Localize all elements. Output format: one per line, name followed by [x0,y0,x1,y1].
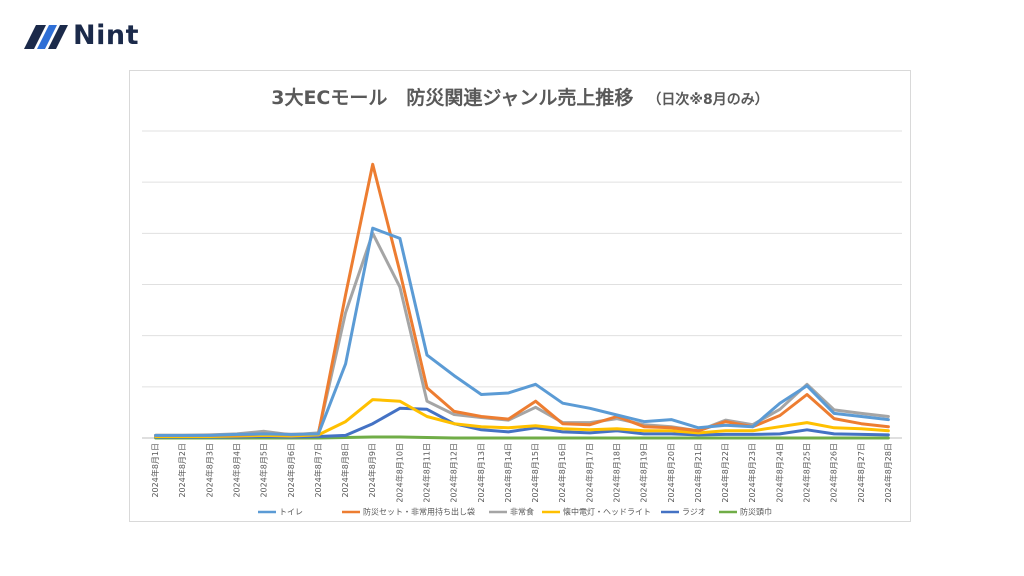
legend-label: 懐中電灯・ヘッドライト [563,507,651,517]
legend-label: 防災頭巾 [740,507,772,517]
chart-title-block: 3大ECモール 防災関連ジャンル売上推移 （日次※8月のみ） [130,83,910,110]
x-tick-label: 2024年8月18日 [612,443,622,503]
x-tick-label: 2024年8月7日 [313,443,323,498]
x-tick-label: 2024年8月11日 [422,443,432,503]
x-tick-label: 2024年8月9日 [367,443,377,498]
brand-name: Nint [73,20,139,51]
x-tick-label: 2024年8月16日 [557,443,567,503]
x-tick-label: 2024年8月2日 [177,443,187,498]
x-tick-label: 2024年8月23日 [747,443,757,503]
x-tick-label: 2024年8月25日 [802,443,812,503]
x-tick-label: 2024年8月1日 [150,443,160,498]
x-tick-label: 2024年8月28日 [883,443,893,503]
x-tick-label: 2024年8月19日 [639,443,649,503]
chart-container: 3大ECモール 防災関連ジャンル売上推移 （日次※8月のみ） 2024年8月1日 2… [129,70,911,522]
legend-label: 防災セット・非常用持ち出し袋 [363,507,475,517]
legend-label: ラジオ [682,508,706,517]
x-tick-label: 2024年8月17日 [584,443,594,503]
x-tick-label: 2024年8月5日 [259,443,269,498]
x-tick-label: 2024年8月10日 [394,443,404,503]
legend-label: トイレ [279,508,303,517]
brand-logo: Nint [22,20,139,51]
chart-title: 3大ECモール 防災関連ジャンル売上推移 [271,87,634,109]
x-tick-label: 2024年8月26日 [829,443,839,503]
line-chart: 2024年8月1日 2024年8月2日 2024年8月3日 2024年8月4日 2024… [142,130,902,517]
x-tick-label: 2024年8月20日 [666,443,676,503]
x-tick-label: 2024年8月8日 [340,443,350,498]
series-line [154,226,890,437]
x-tick-label: 2024年8月4日 [232,443,242,498]
x-tick-label: 2024年8月6日 [286,443,296,498]
series-line [154,398,890,438]
x-tick-label: 2024年8月22日 [720,443,730,503]
x-tick-label: 2024年8月27日 [856,443,866,503]
x-tick-label: 2024年8月12日 [449,443,459,503]
series-line [154,162,890,437]
x-tick-label: 2024年8月15日 [530,443,540,503]
chart-subtitle: （日次※8月のみ） [647,92,769,108]
x-tick-label: 2024年8月14日 [503,443,513,503]
x-tick-label: 2024年8月13日 [476,443,486,503]
x-tick-label: 2024年8月24日 [774,443,784,503]
x-tick-label: 2024年8月3日 [204,443,214,498]
legend-label: 非常食 [510,507,534,517]
x-tick-label: 2024年8月21日 [693,443,703,503]
nint-logo-icon [24,24,68,49]
